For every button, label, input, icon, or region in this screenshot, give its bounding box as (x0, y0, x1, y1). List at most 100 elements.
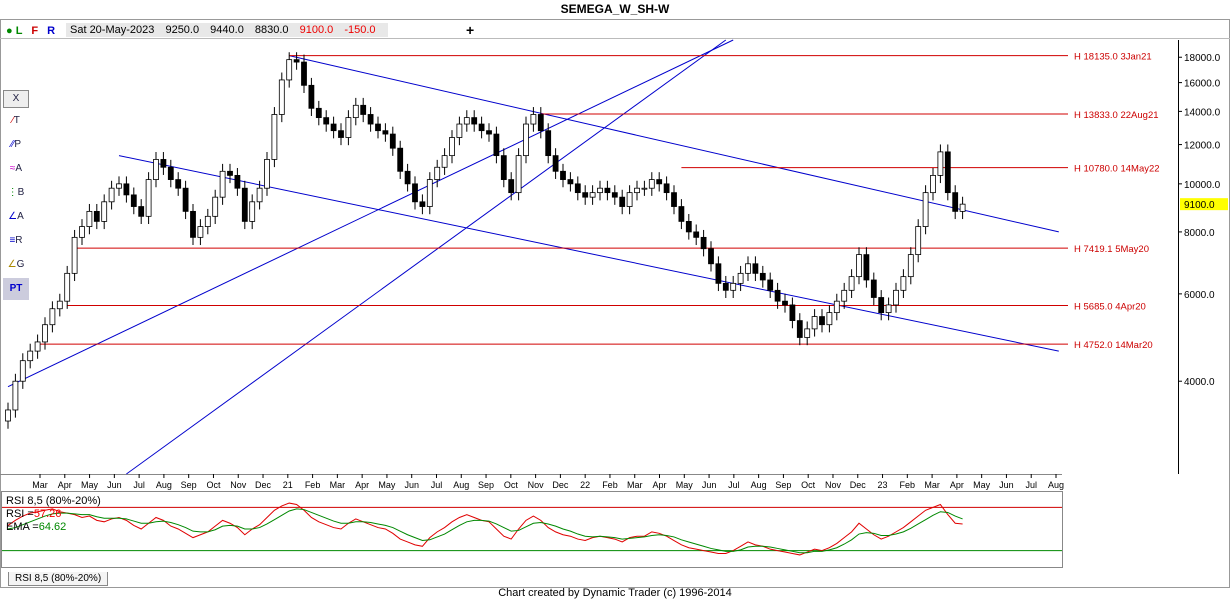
rsi-legend-ema: EMA =64.62 (6, 521, 67, 533)
x-tick-label: Sep (181, 480, 197, 490)
candle-body (796, 320, 803, 338)
retrace-tool-icon[interactable]: ≡R (9, 235, 23, 246)
bar-high: 9440.0 (210, 24, 244, 36)
x-tick-label: Jul (133, 480, 145, 490)
candle-body (619, 196, 626, 207)
candle-body (560, 170, 566, 180)
candle-body (530, 114, 537, 125)
candle-body (330, 123, 337, 132)
candle-body (508, 179, 515, 194)
candle-body (937, 151, 944, 176)
x-tick-label: Sep (775, 480, 791, 490)
x-tick-label: May (676, 480, 694, 490)
flag-toggles: ● L F R (6, 24, 55, 38)
candle-body (108, 187, 115, 203)
trendline-tool-icon[interactable]: ∕T (12, 115, 20, 126)
status-dot-icon: ● (6, 25, 13, 37)
candle-body (449, 137, 455, 157)
candle-body (789, 304, 796, 321)
parallel-tool-icon[interactable]: ∕∕P (10, 139, 21, 150)
candle-body (552, 155, 559, 172)
candle-body (182, 187, 189, 212)
candle-body (856, 254, 862, 278)
candle-body (634, 187, 640, 194)
add-study-button[interactable]: + (466, 22, 475, 38)
level-label: H 10780.0 14May22 (1074, 164, 1160, 175)
candle-body (944, 151, 951, 194)
x-tick-label: Dec (850, 480, 867, 490)
trend-line (289, 55, 1059, 233)
candle-body (145, 179, 152, 217)
candle-body (545, 130, 552, 157)
candle-body (811, 316, 818, 330)
candle-body (153, 159, 159, 180)
ohlc-readout: Sat 20-May-2023 9250.0 9440.0 8830.0 910… (66, 23, 388, 37)
candle-body (604, 187, 611, 194)
candle-body (42, 324, 48, 343)
candle-body (382, 130, 389, 135)
x-tick-label: Apr (950, 480, 964, 490)
x-tick-label: Sep (478, 480, 494, 490)
level-label: H 4752.0 14Mar20 (1074, 340, 1153, 351)
x-tick-label: May (973, 480, 991, 490)
x-tick-label: 22 (580, 480, 590, 490)
candle-body (227, 170, 233, 176)
candle-body (130, 194, 137, 207)
candle-body (434, 166, 441, 180)
candle-body (700, 236, 707, 250)
x-tick-label: Apr (58, 480, 72, 490)
candle-body (671, 192, 677, 207)
a-tool-icon[interactable]: ∠A (8, 211, 24, 222)
footer-credit: Chart created by Dynamic Trader (c) 1996… (498, 587, 732, 599)
rsi-line (7, 502, 963, 556)
y-tick-label: 16000.0 (1184, 79, 1221, 90)
x-tick-label: May (81, 480, 99, 490)
bar-change: -150.0 (344, 24, 376, 36)
rsi-panel-frame (1, 491, 1063, 568)
candle-body (167, 166, 174, 180)
candle-body (219, 170, 226, 198)
candle-body (212, 196, 219, 217)
candle-body (241, 187, 248, 222)
candle-body (278, 79, 285, 115)
x-tick-label: 21 (283, 480, 293, 490)
flag-l[interactable]: L (15, 25, 23, 37)
candle-body (626, 192, 633, 207)
pt-tool-icon[interactable]: PT (3, 278, 29, 300)
x-tick-label: Mar (330, 480, 346, 490)
candle-body (878, 297, 885, 314)
candle-body (190, 210, 196, 238)
candle-body (959, 203, 966, 212)
close-toolbar-button[interactable]: X (3, 90, 29, 108)
candle-body (537, 114, 544, 132)
x-tick-label: Aug (751, 480, 767, 490)
y-tick-label: 14000.0 (1184, 107, 1221, 118)
b-tool-icon[interactable]: ⋮B (7, 187, 25, 198)
x-tick-label: Mar (924, 480, 940, 490)
ema-line (7, 508, 963, 554)
candle-body (175, 179, 182, 189)
candle-body (804, 328, 811, 338)
candle-body (582, 192, 589, 198)
candle-body (885, 304, 892, 314)
candle-body (116, 183, 122, 189)
gann-tool-icon[interactable]: ∠G (7, 259, 25, 270)
candle-body (589, 192, 596, 198)
indicator-tab[interactable]: RSI 8,5 (80%-20%) (8, 572, 109, 586)
candle-body (678, 206, 685, 222)
candle-body (5, 409, 11, 422)
abc-tool-icon[interactable]: ≈A (9, 163, 23, 174)
flag-f[interactable]: F (31, 25, 39, 37)
candle-body (64, 272, 71, 302)
candle-body (774, 289, 781, 302)
bar-date: Sat 20-May-2023 (70, 24, 155, 36)
candle-body (93, 210, 100, 222)
flag-r[interactable]: R (47, 25, 56, 37)
x-tick-label: Jun (702, 480, 717, 490)
candle-body (204, 215, 211, 227)
x-tick-label: Nov (825, 480, 842, 490)
candle-body (264, 159, 270, 189)
candle-body (930, 174, 936, 194)
x-tick-label: Mar (32, 480, 48, 490)
candle-body (685, 221, 692, 233)
